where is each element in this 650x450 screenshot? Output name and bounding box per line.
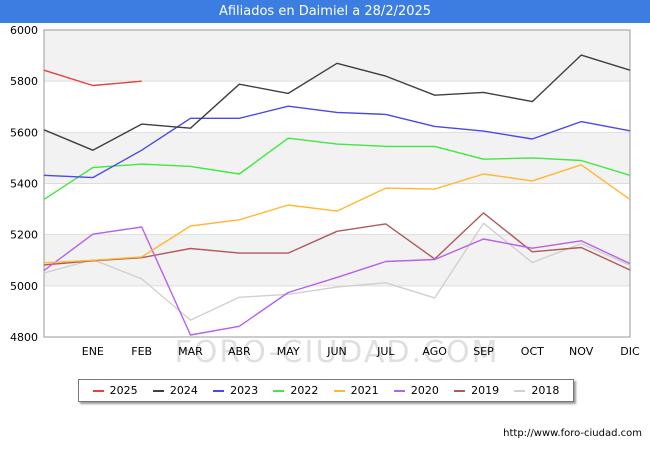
x-tick-label: JUL xyxy=(376,345,395,358)
legend-swatch xyxy=(213,389,225,392)
legend-label: 2019 xyxy=(471,384,500,397)
y-tick-label: 5000 xyxy=(10,280,38,293)
series-line-2021 xyxy=(43,164,631,264)
legend: 2025 2024 2023 2022 2021 2020 2019 2018 xyxy=(78,379,574,402)
legend-swatch xyxy=(454,389,466,392)
legend-swatch xyxy=(273,389,285,392)
x-tick-label: DIC xyxy=(620,345,640,358)
y-tick-label: 4800 xyxy=(10,331,38,344)
x-tick-label: AGO xyxy=(422,345,447,358)
watermark: FORO-CIUDAD.COM xyxy=(175,335,500,370)
series-line-2025 xyxy=(43,69,142,87)
chart-title: Afiliados en Daimiel a 28/2/2025 xyxy=(0,0,650,23)
legend-item-2022: 2022 xyxy=(273,384,318,397)
x-tick-label: OCT xyxy=(521,345,544,358)
legend-label: 2025 xyxy=(109,384,138,397)
x-tick-label: FEB xyxy=(131,345,152,358)
series-line-2024 xyxy=(43,54,631,151)
grid-band xyxy=(44,234,630,286)
legend-label: 2024 xyxy=(169,384,198,397)
legend-swatch xyxy=(152,389,164,392)
legend-item-2020: 2020 xyxy=(393,384,439,397)
source-url[interactable]: http://www.foro-ciudad.com xyxy=(503,428,642,439)
y-tick-label: 6000 xyxy=(10,24,38,37)
legend-label: 2023 xyxy=(230,384,259,397)
y-tick-label: 5400 xyxy=(10,178,38,191)
grid-band xyxy=(44,183,630,235)
x-tick-label: ABR xyxy=(228,345,251,358)
grid-band xyxy=(44,30,630,82)
y-tick-label: 5800 xyxy=(10,75,38,88)
x-tick-label: SEP xyxy=(473,345,494,358)
grid-band xyxy=(44,285,630,337)
y-tick-label: 5600 xyxy=(10,126,38,139)
series-line-2019 xyxy=(43,212,631,271)
series-line-2023 xyxy=(43,105,631,179)
grid-band xyxy=(44,81,630,133)
x-tick-label: MAY xyxy=(277,345,300,358)
legend-swatch xyxy=(514,389,526,392)
legend-label: 2020 xyxy=(410,384,439,397)
x-tick-label: NOV xyxy=(569,345,594,358)
legend-item-2023: 2023 xyxy=(213,384,258,397)
series-line-2022 xyxy=(43,137,631,200)
legend-item-2021: 2021 xyxy=(333,384,379,397)
y-tick-label: 5200 xyxy=(10,229,38,242)
x-tick-label: JUN xyxy=(326,345,347,358)
series-line-2020 xyxy=(43,226,631,336)
legend-swatch xyxy=(393,389,405,392)
legend-item-2025: 2025 xyxy=(92,384,138,397)
legend-item-2024: 2024 xyxy=(152,384,198,397)
x-tick-label: ENE xyxy=(82,345,104,358)
series-line-2018 xyxy=(43,222,631,321)
legend-label: 2018 xyxy=(531,384,560,397)
legend-swatch xyxy=(92,389,104,392)
legend-label: 2022 xyxy=(290,384,319,397)
x-tick-label: MAR xyxy=(178,345,203,358)
plot-area-border xyxy=(43,29,631,338)
legend-item-2018: 2018 xyxy=(514,384,559,397)
legend-label: 2021 xyxy=(350,384,379,397)
legend-item-2019: 2019 xyxy=(454,384,499,397)
legend-swatch xyxy=(333,389,345,392)
